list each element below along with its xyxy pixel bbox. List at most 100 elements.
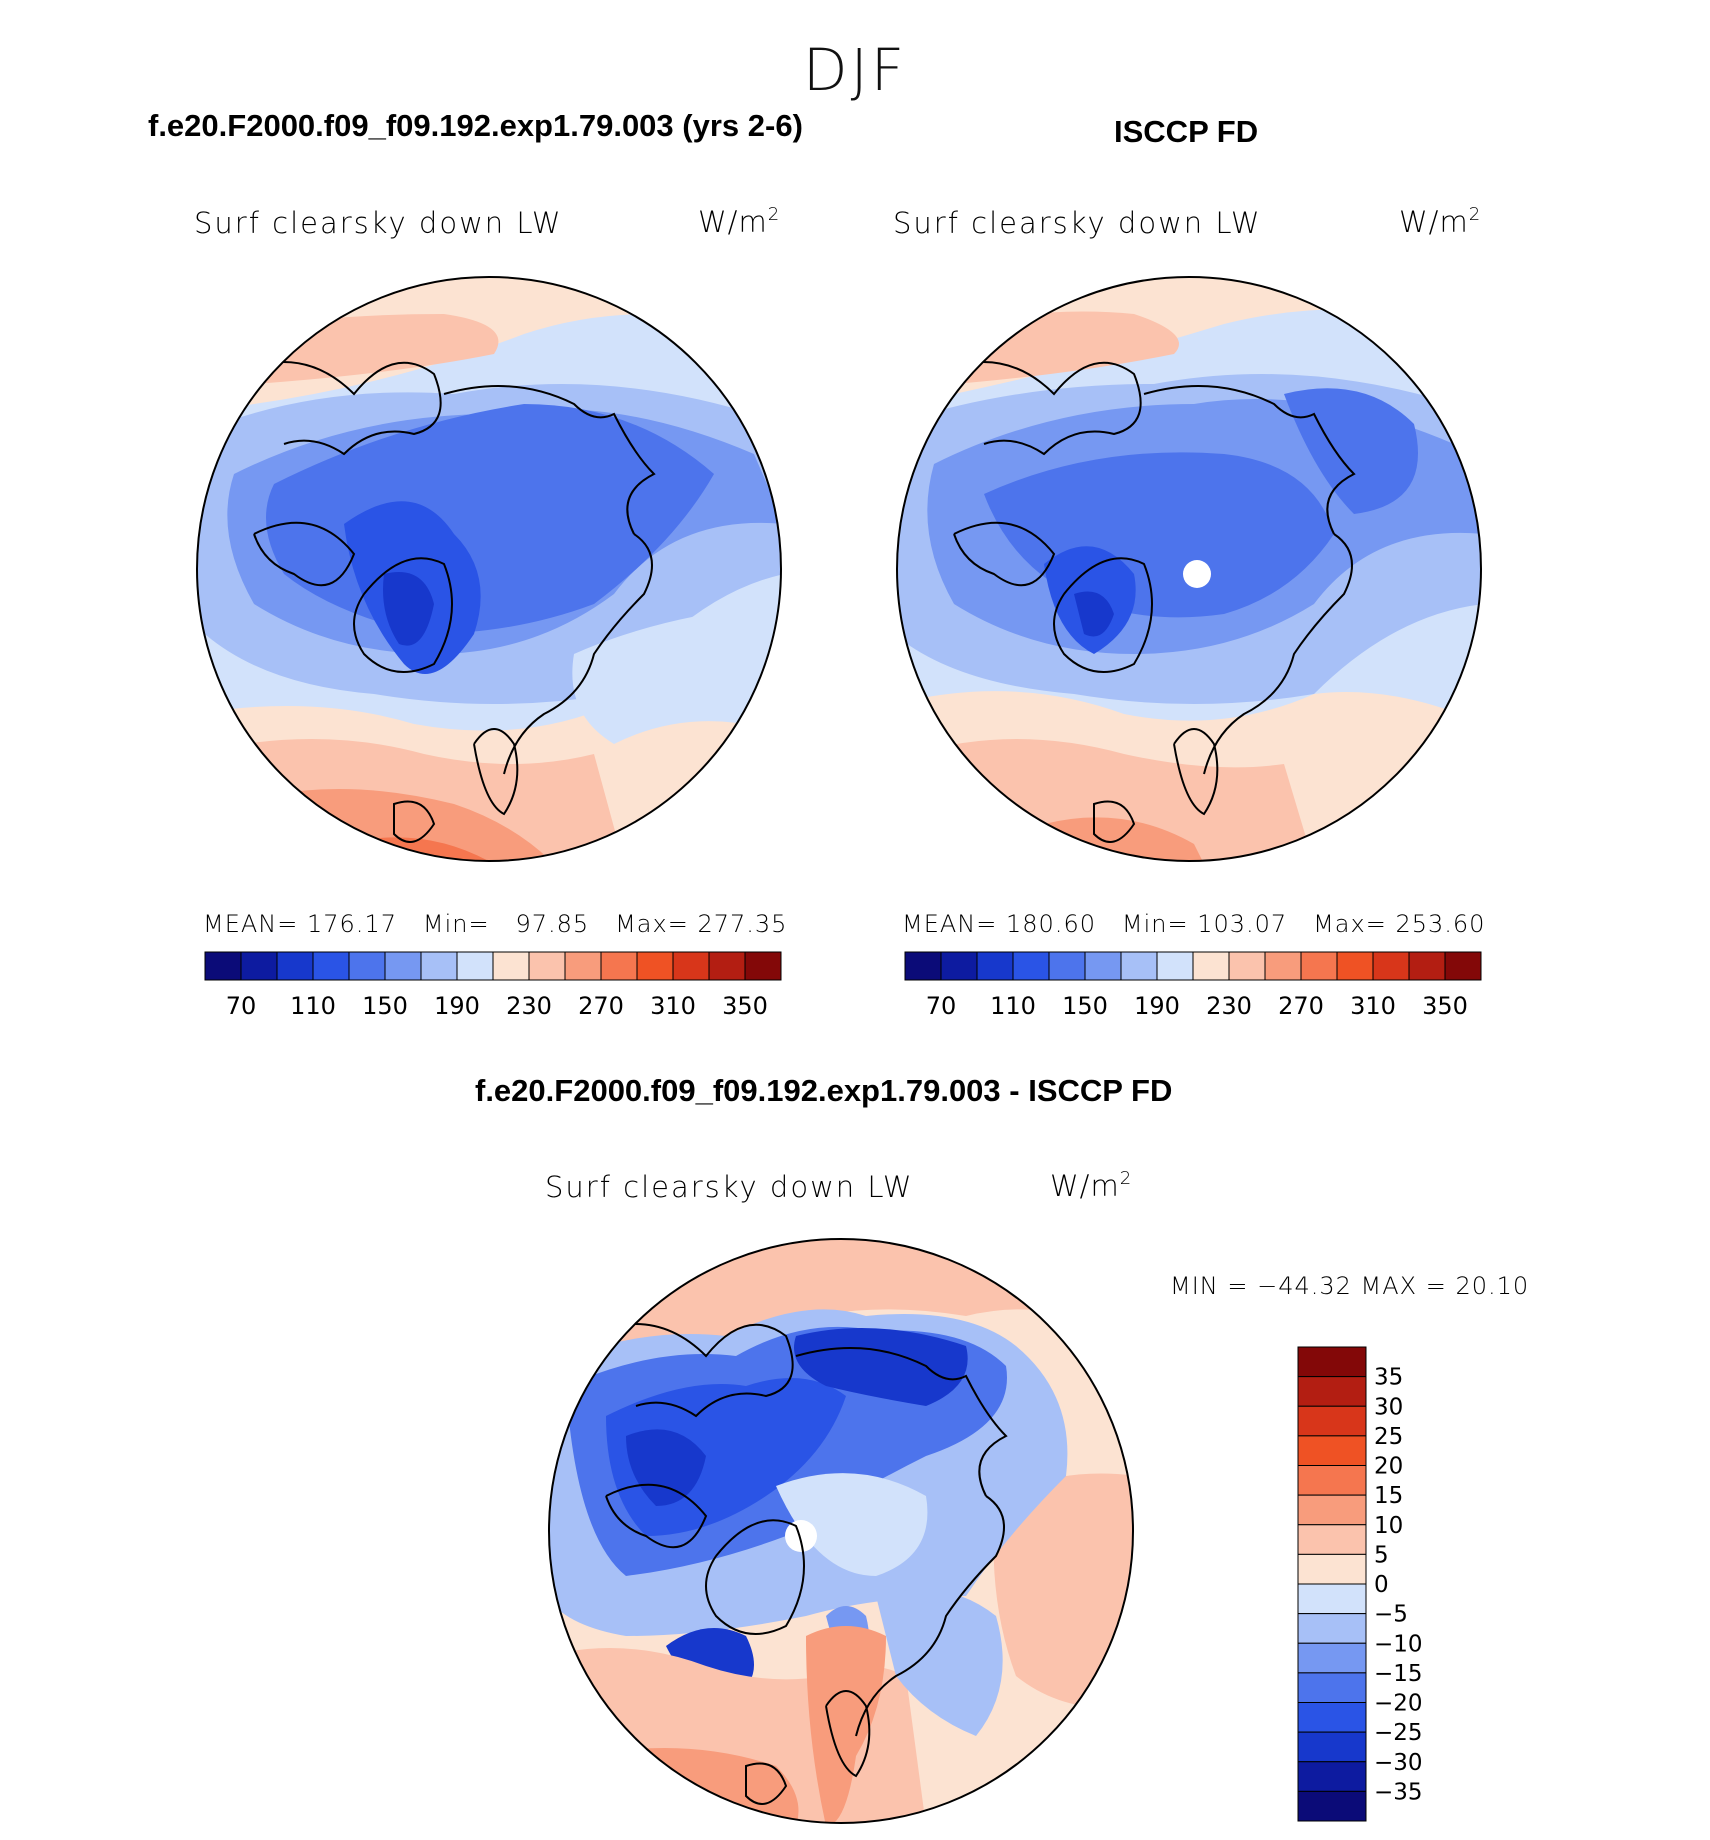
colorbar-box (1372, 951, 1410, 981)
model-min-label: Min= (422, 910, 490, 938)
colorbar-tick-label: 25 (1374, 1424, 1403, 1450)
colorbar-box (1297, 1376, 1367, 1407)
colorbar-box (1048, 951, 1086, 981)
model-stats: MEAN= 176.17 Min= 97.85 Max= 277.35 (203, 910, 787, 938)
colorbar-tick-label: 70 (226, 992, 257, 1020)
obs-units-label: W/m2 (1399, 204, 1482, 239)
colorbar-box (276, 951, 314, 981)
colorbar-box (204, 951, 242, 981)
diff-min-max: MIN = −44.32 MAX = 20.10 (1170, 1272, 1530, 1300)
colorbar-box (1297, 1465, 1367, 1496)
model-max-value: 277.35 (697, 910, 788, 938)
colorbar-box (1336, 951, 1374, 981)
colorbar-box (1264, 951, 1302, 981)
colorbar-box (1297, 1583, 1367, 1615)
colorbar-box (348, 951, 386, 981)
model-case-title: f.e20.F2000.f09_f09.192.exp1.79.003 (yrs… (148, 108, 803, 143)
colorbar-box (420, 951, 458, 981)
colorbar-tick-label: 350 (722, 992, 768, 1020)
colorbar-tick-label: 110 (990, 992, 1036, 1020)
colorbar-box (564, 951, 602, 981)
model-units-label: W/m2 (698, 204, 781, 239)
diff-variable-label: Surf clearsky down LW (545, 1170, 914, 1204)
colorbar-box (1297, 1672, 1367, 1703)
colorbar-tick-label: −5 (1374, 1602, 1408, 1628)
obs-polar-map (896, 276, 1482, 862)
colorbar-tick-label: 70 (926, 992, 957, 1020)
colorbar-box (1300, 951, 1338, 981)
colorbar-box (1012, 951, 1050, 981)
diff-units-label: W/m2 (1050, 1168, 1133, 1203)
colorbar-tick-label: 5 (1374, 1542, 1389, 1568)
colorbar-tick-label: 0 (1374, 1572, 1389, 1598)
colorbar-tick-label: 310 (650, 992, 696, 1020)
colorbar-box (976, 951, 1014, 981)
colorbar-tick-label: 350 (1422, 992, 1468, 1020)
colorbar-tick-label: −30 (1374, 1750, 1423, 1776)
model-max-label: Max= (615, 910, 689, 938)
colorbar-tick-label: 150 (1062, 992, 1108, 1020)
colorbar-tick-label: 190 (434, 992, 480, 1020)
colorbar-box (240, 951, 278, 981)
model-polar-map (196, 276, 782, 862)
colorbar-tick-label: 230 (1206, 992, 1252, 1020)
colorbar-tick-label: 190 (1134, 992, 1180, 1020)
obs-min-label: Min= (1121, 910, 1189, 938)
colorbar-box (1297, 1731, 1367, 1763)
model-variable-label: Surf clearsky down LW (194, 206, 563, 240)
colorbar-box (1156, 951, 1194, 981)
colorbar-tick-label: 30 (1374, 1394, 1403, 1420)
colorbar-tick-label: −15 (1374, 1661, 1423, 1687)
diff-polar-map (548, 1238, 1134, 1824)
model-mean-value: 176.17 (307, 910, 397, 938)
colorbar-box (1192, 951, 1230, 981)
colorbar-tick-label: −25 (1374, 1720, 1423, 1746)
colorbar-box (384, 951, 422, 981)
colorbar-box (1444, 951, 1482, 981)
colorbar-box (1297, 1494, 1367, 1526)
model-min-value: 97.85 (515, 910, 590, 938)
diff-case-title: f.e20.F2000.f09_f09.192.exp1.79.003 - IS… (475, 1073, 1173, 1108)
colorbar-box (904, 951, 942, 981)
colorbar-box (456, 951, 494, 981)
colorbar-box (1228, 951, 1266, 981)
colorbar-box (1408, 951, 1446, 981)
colorbar-tick-label: 110 (290, 992, 336, 1020)
colorbar-box (312, 951, 350, 981)
obs-variable-label: Surf clearsky down LW (893, 206, 1262, 240)
colorbar-box (636, 951, 674, 981)
colorbar-box (1297, 1524, 1367, 1555)
colorbar-tick-label: 270 (1278, 992, 1324, 1020)
colorbar-box (1084, 951, 1122, 981)
obs-max-value: 253.60 (1395, 910, 1486, 938)
model-colorbar: 70 110 150 190 230 270 310 350 (204, 951, 782, 1020)
colorbar-box (1297, 1702, 1367, 1733)
obs-max-label: Max= (1313, 910, 1387, 938)
colorbar-box (1297, 1642, 1367, 1674)
colorbar-box (1297, 1405, 1367, 1437)
colorbar-tick-label: 20 (1374, 1454, 1403, 1480)
colorbar-box (1297, 1346, 1367, 1378)
colorbar-tick-label: −10 (1374, 1631, 1423, 1657)
obs-min-value: 103.07 (1197, 910, 1288, 938)
obs-mean-value: 180.60 (1006, 910, 1096, 938)
colorbar-box (1297, 1613, 1367, 1644)
colorbar-tick-label: 230 (506, 992, 552, 1020)
obs-mean-label: MEAN= (902, 910, 998, 938)
colorbar-tick-label: 15 (1374, 1483, 1403, 1509)
colorbar-tick-label: 35 (1374, 1365, 1403, 1391)
colorbar-box (1297, 1553, 1367, 1585)
model-mean-label: MEAN= (203, 910, 299, 938)
colorbar-box (492, 951, 530, 981)
colorbar-box (528, 951, 566, 981)
colorbar-box (940, 951, 978, 981)
colorbar-box (1297, 1761, 1367, 1792)
colorbar-tick-label: 310 (1350, 992, 1396, 1020)
colorbar-tick-label: 270 (578, 992, 624, 1020)
diff-colorbar: 35 30 25 20 15 10 5 0 −5 −10 −15 −20 −25 −30 −35 (1297, 1346, 1423, 1822)
colorbar-box (672, 951, 710, 981)
obs-case-title: ISCCP FD (1114, 114, 1259, 149)
colorbar-tick-label: 150 (362, 992, 408, 1020)
colorbar-box (600, 951, 638, 981)
colorbar-box (1297, 1790, 1367, 1822)
